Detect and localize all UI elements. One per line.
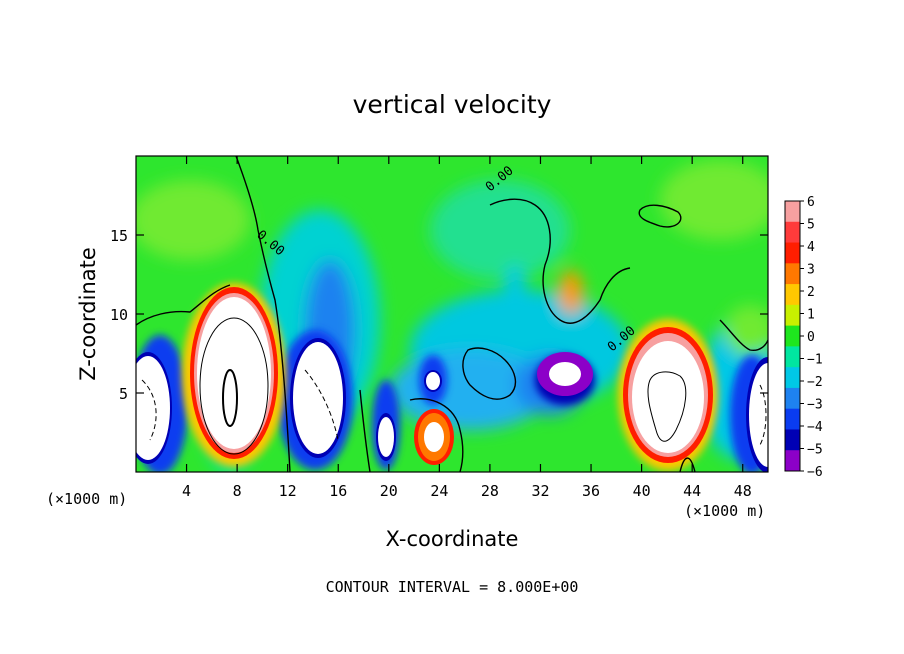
colorbar-label: 1	[807, 308, 815, 323]
inner-contours	[199, 317, 687, 455]
colorbar-label: −3	[807, 398, 823, 413]
colorbar-swatch	[785, 263, 800, 285]
x-axis: 4 8 12 16 20 24 28 32 36 40 44 48	[182, 156, 752, 500]
x-tick-label: 44	[683, 482, 701, 500]
colorbar-swatch	[785, 284, 800, 306]
heatmap-field	[136, 156, 768, 472]
colorbar-label: 2	[807, 285, 815, 300]
colorbar-label: 3	[807, 263, 815, 278]
colorbar: 6 5 4 3 2 1 0 −1 −2 −3 −4 −5 −6	[784, 195, 823, 480]
colorbar-label: −6	[807, 465, 823, 480]
updraft-core-x42	[618, 319, 718, 471]
x-tick-label: 28	[481, 482, 499, 500]
colorbar-label: −2	[807, 375, 823, 390]
x-unit-left: (×1000 m)	[46, 490, 127, 508]
x-tick-label: 8	[233, 482, 242, 500]
x-tick-label: 32	[531, 482, 549, 500]
updraft-core-x0	[136, 352, 172, 464]
colorbar-label: 6	[807, 195, 815, 210]
colorbar-swatch	[785, 346, 800, 368]
x-tick-label: 16	[329, 482, 347, 500]
contour-lines	[136, 156, 768, 472]
x-tick-label: 36	[582, 482, 600, 500]
x-tick-label: 20	[380, 482, 398, 500]
colorbar-swatch	[785, 429, 800, 451]
updraft-core-x34	[537, 352, 593, 396]
y-tick-label: 5	[119, 385, 128, 403]
updraft-core-x20	[376, 413, 396, 461]
colorbar-swatch	[785, 201, 800, 223]
x-tick-label: 4	[182, 482, 191, 500]
updraft-core-x23-high	[424, 370, 442, 392]
colorbar-swatch	[785, 325, 800, 347]
updraft-core-x14	[290, 338, 346, 458]
colorbar-label: −5	[807, 443, 823, 458]
colorbar-swatch	[785, 221, 800, 244]
colorbar-swatch	[785, 387, 800, 410]
updraft-core-x23-low	[414, 409, 454, 465]
y-axis-title: Z-coordinate	[76, 247, 100, 381]
y-tick-label: 10	[110, 306, 128, 324]
colorbar-label: −4	[807, 420, 823, 435]
x-tick-label: 40	[633, 482, 651, 500]
x-tick-label: 12	[279, 482, 297, 500]
colorbar-swatch	[785, 367, 800, 389]
updraft-core-x50	[746, 357, 768, 472]
colorbar-swatch	[785, 242, 800, 264]
contour-interval-footer: CONTOUR INTERVAL = 8.000E+00	[326, 578, 579, 596]
colorbar-swatch	[785, 450, 800, 472]
colorbar-swatch	[785, 304, 800, 327]
colorbar-label: 4	[807, 240, 815, 255]
colorbar-label: 5	[807, 218, 815, 233]
y-axis: 5 10 15	[110, 227, 768, 403]
colorbar-swatch	[785, 408, 800, 430]
x-unit-right: (×1000 m)	[684, 502, 765, 520]
x-tick-label: 24	[430, 482, 448, 500]
x-axis-title: X-coordinate	[386, 527, 519, 551]
y-tick-label: 15	[110, 227, 128, 245]
negative-contours	[141, 369, 767, 446]
x-tick-label: 48	[734, 482, 752, 500]
colorbar-label: −1	[807, 353, 823, 368]
colorbar-label: 0	[807, 330, 815, 345]
chart-title: vertical velocity	[353, 90, 552, 119]
